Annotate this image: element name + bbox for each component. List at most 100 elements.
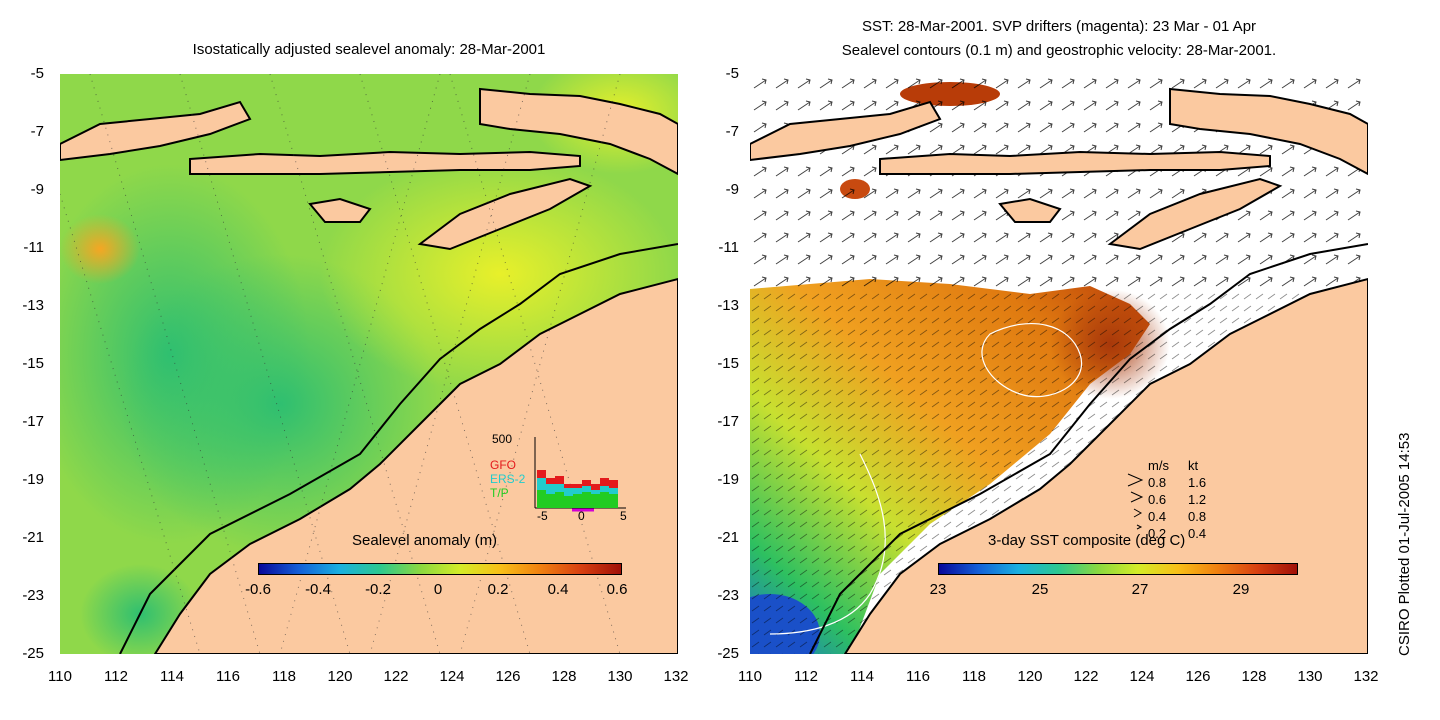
lesser-sunda-islands <box>189 150 581 175</box>
shelf-break-contour <box>809 243 1368 654</box>
velocity-legend-ms: 0.2 <box>1148 526 1167 541</box>
left-x-tick: 112 <box>104 668 128 685</box>
velocity-legend-ms: 0.8 <box>1148 475 1167 490</box>
left-y-tick: -21 <box>22 529 44 546</box>
sumba-island <box>998 197 1062 223</box>
right-y-tick: -17 <box>717 413 739 430</box>
left-y-tick: -13 <box>22 297 44 314</box>
right-y-tick: -19 <box>717 471 739 488</box>
right-x-tick: 112 <box>794 668 818 685</box>
left-x-tick: 130 <box>607 668 633 685</box>
right-y-tick: -15 <box>717 355 739 372</box>
histogram-series-tp: T/P <box>490 486 509 500</box>
sla-cb-tick: 0.2 <box>487 581 509 598</box>
histogram-bar-stack <box>537 470 618 508</box>
left-y-tick: -15 <box>22 355 44 372</box>
sla-cb-tick: -0.6 <box>245 581 271 598</box>
right-x-tick: 120 <box>1017 668 1043 685</box>
left-x-tick: 114 <box>160 668 184 685</box>
left-y-tick: -23 <box>22 587 44 604</box>
velocity-legend-kt: 1.2 <box>1188 492 1207 507</box>
sla-high-patch <box>60 214 140 284</box>
right-y-tick: -23 <box>717 587 739 604</box>
right-panel-title-line2: Sealevel contours (0.1 m) and geostrophi… <box>841 42 1277 59</box>
sla-cb-tick: -0.4 <box>305 581 331 598</box>
plot-credit: CSIRO Plotted 01-Jul-2005 14:53 <box>1396 432 1413 656</box>
right-x-tick: 122 <box>1073 668 1099 685</box>
left-x-tick: 124 <box>439 668 465 685</box>
right-y-tick: -25 <box>717 645 739 662</box>
sla-cb-tick: -0.2 <box>365 581 391 598</box>
left-x-tick: 128 <box>551 668 577 685</box>
right-x-tick: 124 <box>1129 668 1155 685</box>
java-island <box>60 100 252 162</box>
right-y-tick: -13 <box>717 297 739 314</box>
velocity-legend-header-kt: kt <box>1188 458 1199 473</box>
histogram-xtick-neg5: -5 <box>537 509 548 523</box>
sla-cb-tick: 0 <box>433 581 443 598</box>
sst-velocity-map[interactable]: m/s kt 0.8 1.6 0.6 1.2 0.4 0.8 0.2 0.4 3… <box>750 74 1368 654</box>
left-x-tick: 126 <box>495 668 521 685</box>
right-y-tick: -9 <box>725 181 739 198</box>
right-x-tick: 116 <box>906 668 930 685</box>
histogram-max-label: 500 <box>492 432 513 446</box>
right-y-tick: -11 <box>718 239 739 256</box>
sla-colorbar-title: Sealevel anomaly (m) <box>352 532 498 549</box>
right-x-tick: 118 <box>962 668 986 685</box>
left-y-tick: -5 <box>30 65 44 82</box>
sumba-island <box>308 197 372 223</box>
velocity-legend-kt: 0.4 <box>1188 526 1207 541</box>
histogram-xtick-0: 0 <box>578 509 585 523</box>
lesser-sunda-islands <box>879 150 1271 175</box>
left-y-tick: -17 <box>22 413 44 430</box>
right-y-tick: -7 <box>725 123 739 140</box>
velocity-legend-header-ms: m/s <box>1148 458 1169 473</box>
java-island <box>750 100 942 162</box>
sst-cb-tick: 29 <box>1232 581 1250 598</box>
sla-colorbar <box>258 563 622 575</box>
left-y-tick: -25 <box>22 645 44 662</box>
histogram-bars <box>534 437 626 512</box>
northern-islands <box>479 87 678 176</box>
left-x-tick: 116 <box>216 668 240 685</box>
velocity-legend-kt: 0.8 <box>1188 509 1207 524</box>
left-x-tick: 118 <box>272 668 296 685</box>
sst-colorbar-title: 3-day SST composite (deg C) <box>988 532 1186 549</box>
pass-histogram: 500 GFO ERS-2 T/P -5 0 5 <box>480 432 630 523</box>
sealevel-contour <box>981 323 1083 398</box>
left-panel-title: Isostatically adjusted sealevel anomaly:… <box>192 41 546 58</box>
right-x-tick: 110 <box>738 668 762 685</box>
australia-land <box>843 277 1368 654</box>
right-panel-title-line1: SST: 28-Mar-2001. SVP drifters (magenta)… <box>861 18 1257 35</box>
histogram-series-ers2: ERS-2 <box>490 472 526 486</box>
timor-island <box>1107 177 1283 251</box>
sealevel-contour <box>769 453 886 635</box>
left-x-tick: 110 <box>48 668 72 685</box>
left-x-tick: 122 <box>383 668 409 685</box>
sst-colorbar <box>938 563 1298 575</box>
sla-cb-tick: 0.6 <box>606 581 628 598</box>
timor-island <box>417 177 593 251</box>
velocity-legend-kt: 1.6 <box>1188 475 1207 490</box>
histogram-series-gfo: GFO <box>490 458 516 472</box>
sst-cb-tick: 25 <box>1031 581 1049 598</box>
left-y-tick: -9 <box>30 181 44 198</box>
right-y-tick: -21 <box>717 529 739 546</box>
right-x-tick: 128 <box>1241 668 1267 685</box>
velocity-legend-arrows <box>1127 473 1144 530</box>
histogram-xtick-5: 5 <box>620 509 627 523</box>
sealevel-anomaly-map[interactable]: 500 GFO ERS-2 T/P -5 0 5 Sealevel anomal… <box>60 74 678 654</box>
northern-islands <box>1169 87 1368 176</box>
left-x-tick: 120 <box>327 668 353 685</box>
left-x-tick: 132 <box>663 668 689 685</box>
sla-map-svg <box>60 74 678 654</box>
right-x-tick: 130 <box>1297 668 1323 685</box>
right-x-tick: 132 <box>1353 668 1379 685</box>
velocity-legend-ms: 0.6 <box>1148 492 1167 507</box>
right-x-tick: 126 <box>1185 668 1211 685</box>
right-x-tick: 114 <box>850 668 874 685</box>
velocity-legend-ms: 0.4 <box>1148 509 1167 524</box>
right-y-tick: -5 <box>725 65 739 82</box>
left-y-tick: -11 <box>23 239 44 256</box>
left-y-tick: -19 <box>22 471 44 488</box>
